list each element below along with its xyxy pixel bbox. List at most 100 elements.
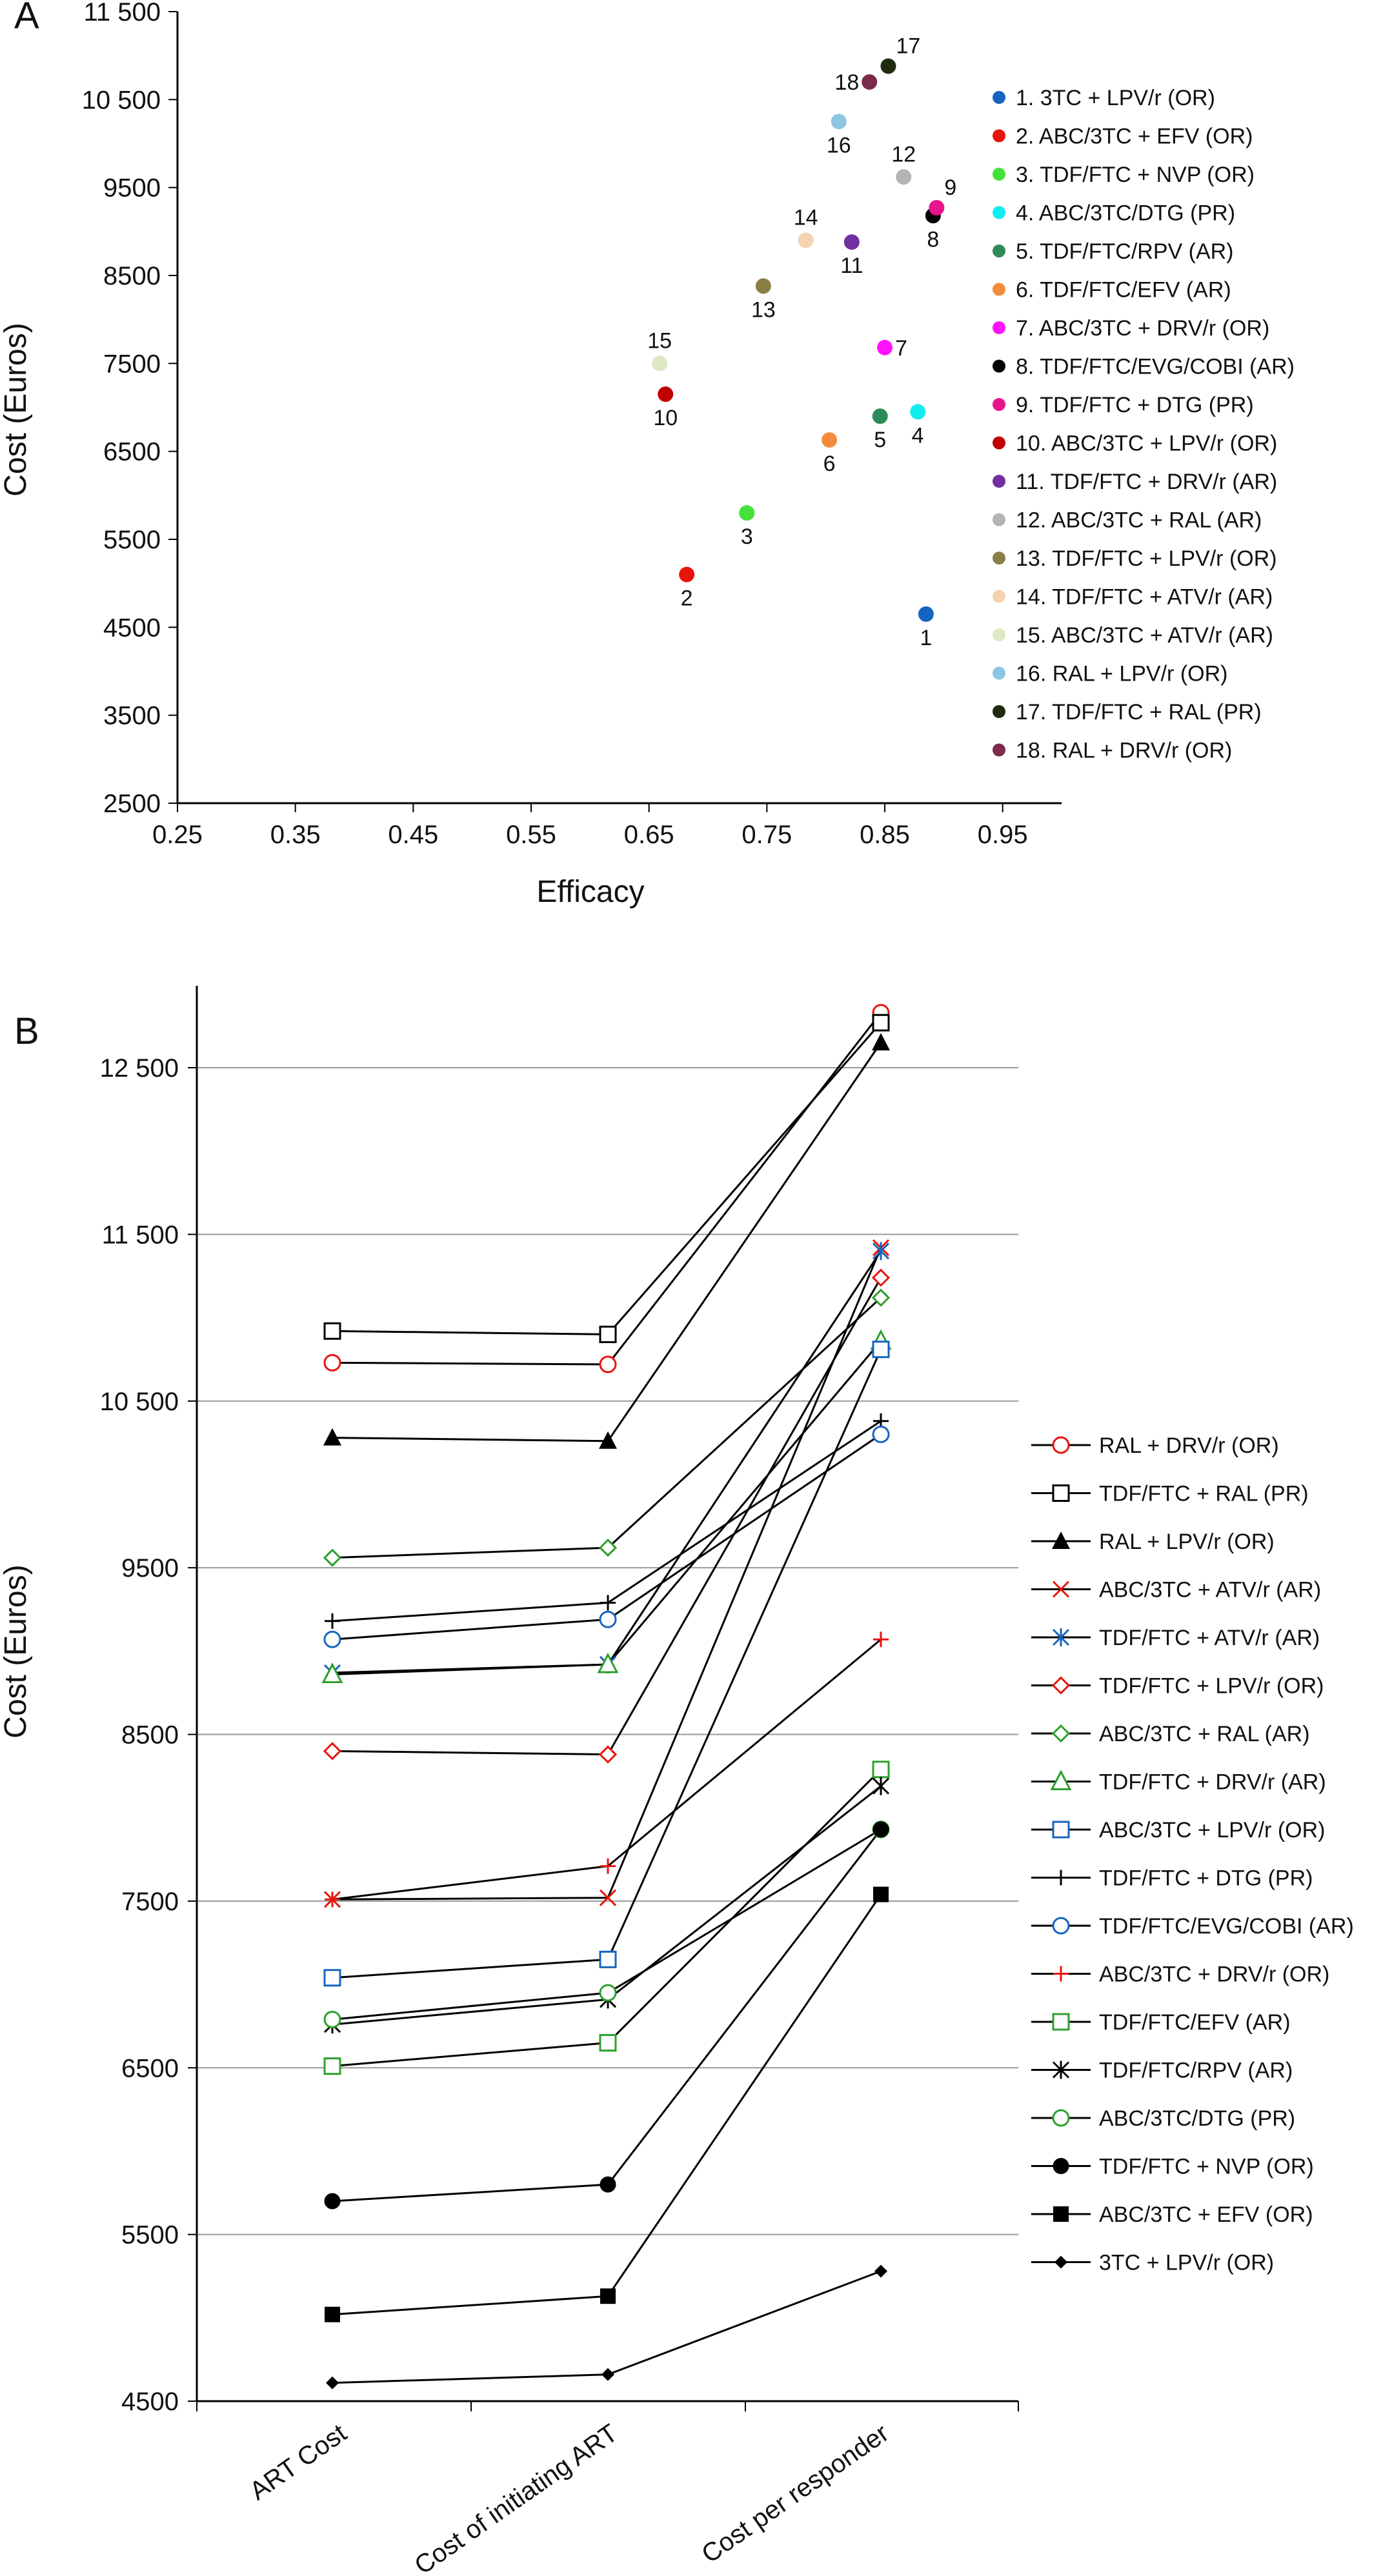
- x-category-label: ART Cost: [245, 2419, 352, 2506]
- legend-entry: 3. TDF/FTC + NVP (OR): [1016, 163, 1255, 187]
- y-tick-label: 8500: [103, 262, 161, 290]
- series-line: [332, 1247, 882, 1901]
- data-point-label: 8: [927, 227, 939, 252]
- y-tick-label: 7500: [103, 350, 161, 378]
- x-tick-label: 0.25: [152, 821, 203, 849]
- marker-triangle-filled: [323, 1428, 341, 1446]
- panel-a-scatter-chart: A Efficacy Cost (Euros) 0.25 0.35 0.45 0.55…: [0, 0, 1295, 909]
- legend-entry: RAL + DRV/r (OR): [1099, 1433, 1279, 1458]
- panel-b-label: B: [14, 1010, 39, 1052]
- legend-marker: [993, 436, 1005, 450]
- marker-x-b: [1052, 1581, 1070, 1598]
- series-line: [332, 2270, 882, 2384]
- y-tick-label: 2500: [103, 790, 161, 818]
- data-point: [831, 114, 847, 130]
- data-point: [910, 404, 926, 420]
- legend-marker: [993, 206, 1005, 219]
- legend-entry: TDF/FTC + LPV/r (OR): [1099, 1674, 1324, 1699]
- legend-entry: TDF/FTC + DRV/r (AR): [1099, 1770, 1326, 1795]
- marker-diamond-filled: [1054, 2255, 1067, 2269]
- marker-diamond-open: [323, 1548, 342, 1567]
- data-point-label: 11: [840, 254, 863, 278]
- series-line: [332, 1250, 882, 1674]
- marker-circle-open: [872, 1425, 890, 1443]
- data-point-label: 18: [834, 70, 859, 95]
- marker-square-filled: [873, 1886, 889, 1902]
- y-tick-label: 6500: [121, 2054, 179, 2082]
- marker-circle-open: [323, 1630, 341, 1648]
- marker-diamond-open: [871, 1268, 891, 1287]
- marker-circle-open: [599, 1984, 617, 2002]
- y-tick-label: 10 500: [82, 86, 161, 114]
- legend-entry: 8. TDF/FTC/EVG/COBI (AR): [1016, 355, 1295, 379]
- marker-circle-open: [323, 1353, 341, 1372]
- data-point: [843, 234, 860, 250]
- series-line: [332, 1277, 882, 1756]
- legend-entry: TDF/FTC + ATV/r (AR): [1099, 1626, 1320, 1650]
- data-point: [658, 386, 674, 403]
- marker-triangle-open: [597, 1652, 619, 1673]
- legend-marker: [993, 628, 1005, 641]
- x-tick-label: 0.55: [506, 821, 556, 849]
- legend-marker: [993, 743, 1005, 757]
- data-point: [822, 432, 838, 448]
- marker-diamond-open: [1051, 1724, 1071, 1743]
- y-tick-label: 8500: [121, 1721, 179, 1750]
- marker-square-open: [872, 1013, 890, 1032]
- legend-marker: [993, 513, 1005, 526]
- marker-circle-open: [599, 1610, 617, 1628]
- marker-square-open: [1052, 1821, 1070, 1839]
- marker-diamond-filled: [326, 2376, 339, 2390]
- data-point: [918, 606, 934, 622]
- marker-triangle-open: [1050, 1770, 1072, 1790]
- legend-marker: [993, 398, 1005, 411]
- data-point-label: 2: [681, 586, 693, 611]
- marker-square-open: [872, 1341, 890, 1359]
- marker-square-open: [1052, 2013, 1070, 2031]
- legend-entry: TDF/FTC + NVP (OR): [1099, 2155, 1314, 2179]
- legend-entry: ABC/3TC + RAL (AR): [1099, 1722, 1310, 1746]
- data-point: [798, 232, 814, 248]
- marker-circle-open: [1052, 1436, 1070, 1454]
- legend-marker: [993, 321, 1005, 334]
- marker-square-open: [599, 1950, 617, 1968]
- legend-entry: TDF/FTC + DTG (PR): [1099, 1866, 1313, 1891]
- marker-square-open: [872, 1761, 890, 1779]
- x-tick-label: 0.95: [978, 821, 1028, 849]
- legend-marker: [993, 590, 1005, 603]
- marker-x-b: [599, 1889, 617, 1906]
- series-line: [332, 1768, 882, 2068]
- data-point: [739, 505, 755, 521]
- legend-entry: TDF/FTC/EVG/COBI (AR): [1099, 1914, 1354, 1939]
- legend-entry: ABC/3TC + ATV/r (AR): [1099, 1578, 1321, 1603]
- marker-circle-open: [599, 1355, 617, 1373]
- marker-diamond-open: [598, 1745, 618, 1764]
- data-point-label: 7: [895, 336, 907, 361]
- marker-circle-open: [1052, 2109, 1070, 2127]
- legend-entry: ABC/3TC + LPV/r (OR): [1099, 1818, 1325, 1842]
- legend-entry: 16. RAL + LPV/r (OR): [1016, 662, 1227, 686]
- data-point-label: 10: [653, 406, 678, 430]
- legend-marker: [993, 475, 1005, 488]
- marker-square-open: [323, 1969, 341, 1987]
- legend-entry: TDF/FTC + RAL (PR): [1099, 1482, 1309, 1506]
- series-line: [332, 1022, 882, 1335]
- series-line: [332, 1012, 882, 1366]
- marker-circle-filled: [324, 2193, 341, 2210]
- x-tick-label: 0.65: [624, 821, 674, 849]
- y-tick-label: 5500: [121, 2221, 179, 2250]
- series-line: [332, 1639, 882, 1901]
- legend-marker: [993, 359, 1005, 373]
- legend-entry: ABC/3TC + DRV/r (OR): [1099, 1962, 1329, 1987]
- legend-entry: 1. 3TC + LPV/r (OR): [1016, 86, 1215, 110]
- panel-b-y-axis-title: Cost (Euros): [0, 1564, 33, 1738]
- data-point-label: 9: [944, 175, 956, 200]
- legend-entry: 14. TDF/FTC + ATV/r (AR): [1016, 585, 1273, 610]
- y-tick-label: 4500: [103, 614, 161, 642]
- legend-marker: [993, 666, 1005, 680]
- y-tick-label: 6500: [103, 438, 161, 466]
- legend-entry: 4. ABC/3TC/DTG (PR): [1016, 201, 1235, 226]
- x-tick-label: 0.35: [270, 821, 321, 849]
- marker-square-open: [599, 1325, 617, 1343]
- data-point-label: 5: [874, 428, 886, 452]
